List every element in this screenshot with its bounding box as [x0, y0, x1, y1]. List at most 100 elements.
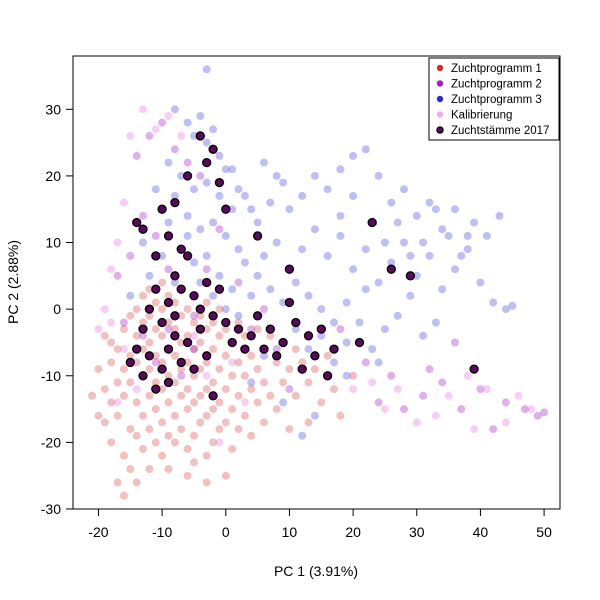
- point-s0-117: [247, 431, 256, 440]
- point-s0-31: [145, 338, 154, 347]
- point-s0-90: [209, 345, 218, 354]
- point-s4-52: [170, 197, 180, 208]
- point-s4-56: [202, 157, 212, 168]
- point-s2-101: [145, 271, 154, 280]
- point-s0-52: [164, 398, 173, 407]
- point-s0-59: [170, 411, 179, 420]
- point-s0-91: [209, 378, 218, 387]
- point-s0-106: [228, 405, 237, 414]
- point-s1-30: [438, 378, 447, 387]
- point-s4-49: [151, 251, 161, 261]
- point-s0-27: [139, 411, 147, 420]
- point-s2-94: [310, 411, 319, 420]
- point-s1-7: [139, 211, 147, 220]
- point-s2-83: [317, 331, 326, 340]
- point-s2-78: [279, 178, 288, 187]
- point-s0-111: [234, 425, 243, 434]
- point-s3-26: [514, 391, 523, 400]
- point-s0-130: [285, 365, 294, 374]
- point-s2-69: [387, 198, 396, 207]
- point-s2-89: [393, 311, 402, 320]
- point-s2-25: [266, 285, 275, 294]
- point-s2-111: [380, 238, 389, 247]
- y-tick-label-1: -20: [41, 434, 61, 450]
- y-axis-label: PC 2 (2.88%): [5, 240, 21, 324]
- point-s2-44: [310, 225, 319, 234]
- point-s0-39: [151, 405, 160, 414]
- point-s0-63: [177, 365, 186, 374]
- point-s0-13: [126, 311, 135, 320]
- point-s0-69: [183, 385, 192, 394]
- point-s1-2: [158, 118, 167, 127]
- point-s1-5: [196, 171, 205, 180]
- point-s4-66: [469, 364, 479, 374]
- point-s2-36: [209, 291, 218, 300]
- point-s4-1: [132, 344, 142, 354]
- point-s4-61: [284, 264, 295, 274]
- point-s1-15: [151, 358, 160, 367]
- point-s3-17: [240, 398, 249, 407]
- point-s4-24: [202, 277, 212, 288]
- point-s0-118: [253, 325, 262, 334]
- point-s0-131: [285, 425, 294, 434]
- legend-marker-3: [436, 111, 444, 118]
- point-s0-125: [266, 391, 275, 400]
- point-s1-19: [234, 278, 243, 287]
- point-s0-146: [132, 478, 141, 487]
- legend-box: [428, 57, 560, 141]
- point-s2-26: [279, 298, 288, 307]
- point-s2-65: [336, 211, 345, 220]
- point-s2-38: [234, 311, 243, 320]
- point-s2-64: [323, 185, 332, 194]
- point-s0-139: [323, 351, 332, 360]
- y-tick-label-0: -30: [41, 501, 61, 517]
- point-s4-30: [227, 337, 237, 348]
- point-s1-23: [285, 385, 294, 394]
- point-s2-117: [482, 231, 491, 240]
- point-s2-21: [215, 271, 224, 280]
- point-s0-77: [190, 431, 198, 440]
- point-s0-95: [215, 331, 224, 340]
- point-s0-136: [304, 418, 313, 427]
- point-s0-67: [183, 331, 192, 340]
- point-s0-68: [183, 358, 192, 367]
- point-s0-129: [279, 378, 288, 387]
- point-s0-127: [272, 405, 281, 414]
- point-s2-96: [202, 65, 211, 74]
- point-s4-11: [163, 344, 174, 354]
- x-axis: -20 -10 0 10 20 30 40 50: [88, 509, 552, 540]
- point-s0-42: [158, 305, 167, 314]
- point-s0-8: [113, 411, 122, 420]
- point-s2-7: [221, 165, 230, 174]
- point-s0-34: [145, 425, 154, 434]
- point-s2-71: [412, 211, 421, 220]
- point-s3-30: [393, 385, 402, 394]
- point-s2-125: [247, 378, 256, 387]
- point-s0-61: [177, 311, 186, 320]
- legend-label-3: Kalibrierung: [451, 110, 512, 122]
- point-s2-81: [291, 325, 300, 334]
- point-s3-25: [501, 418, 510, 427]
- point-s0-138: [317, 398, 326, 407]
- point-s2-10: [202, 178, 211, 187]
- point-s4-43: [310, 351, 320, 361]
- point-s0-147: [145, 465, 154, 473]
- point-s3-12: [94, 325, 103, 334]
- point-s2-57: [476, 278, 485, 287]
- point-s0-65: [177, 425, 186, 434]
- point-s0-86: [202, 385, 211, 394]
- point-s4-32: [240, 344, 250, 354]
- point-s3-2: [119, 198, 128, 207]
- point-s1-6: [126, 251, 135, 260]
- point-s0-99: [221, 325, 230, 334]
- point-s4-15: [170, 311, 180, 321]
- point-s1-3: [170, 145, 179, 154]
- point-s2-98: [151, 185, 160, 194]
- point-s0-55: [170, 298, 179, 307]
- point-s4-13: [170, 271, 180, 281]
- point-s4-44: [316, 324, 326, 334]
- point-s4-50: [157, 204, 167, 214]
- point-s0-144: [113, 478, 122, 487]
- point-s0-84: [202, 325, 211, 334]
- point-s2-37: [221, 305, 230, 314]
